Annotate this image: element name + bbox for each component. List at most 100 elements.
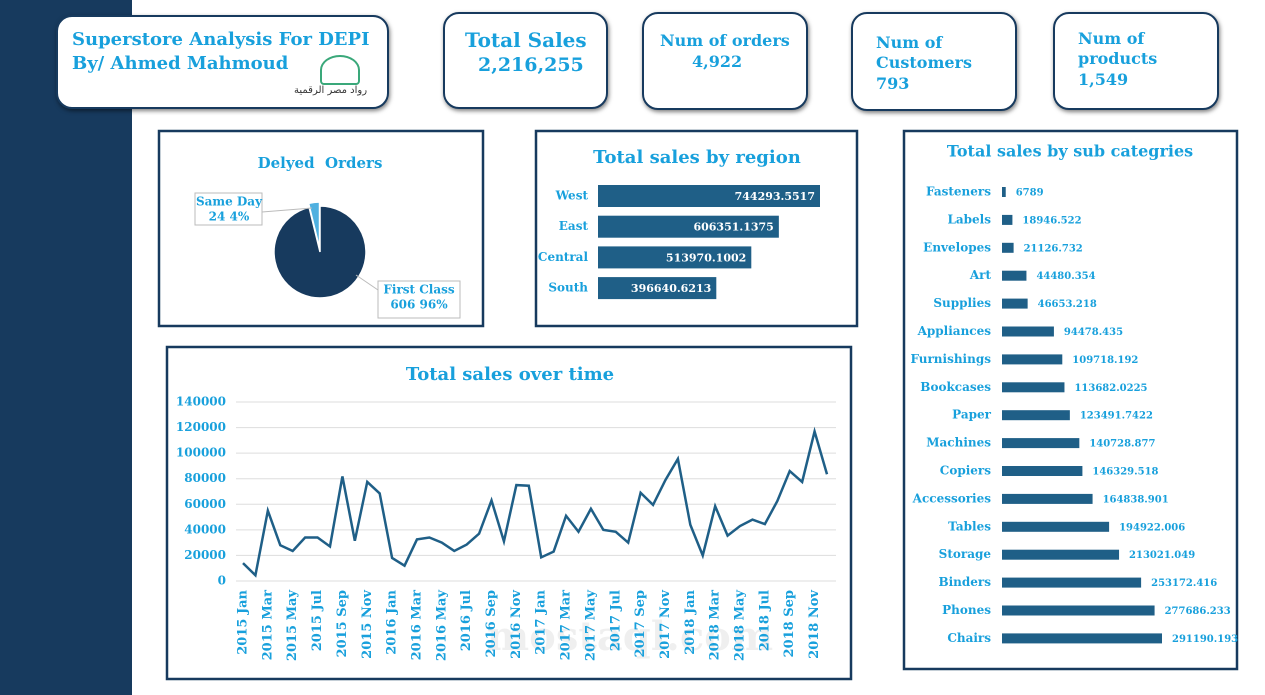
value-label: 744293.5517	[735, 190, 815, 203]
bar	[1002, 298, 1028, 309]
category-label: Labels	[947, 212, 991, 226]
x-tick-label: 2018 Nov	[807, 590, 822, 659]
x-tick-label: 2017 Jul	[608, 590, 623, 651]
x-tick-label: 2017 Jan	[534, 589, 549, 654]
category-label: East	[559, 219, 589, 233]
x-tick-label: 2017 Nov	[658, 590, 673, 659]
chart-title: Total sales by sub categries	[947, 142, 1193, 161]
x-tick-label: 2016 Mar	[409, 590, 424, 661]
y-tick-label: 20000	[184, 548, 226, 562]
x-tick-label: 2016 Jul	[459, 590, 474, 651]
value-label: 164838.901	[1103, 494, 1169, 505]
value-label: 146329.518	[1092, 467, 1158, 478]
category-label: Envelopes	[923, 240, 991, 254]
bar	[1002, 521, 1110, 532]
category-label: Paper	[952, 408, 992, 422]
category-label: Copiers	[940, 464, 991, 478]
bar	[1002, 382, 1065, 393]
x-tick-label: 2015 May	[285, 590, 300, 662]
watermark: mostaql.com	[487, 613, 773, 660]
line-series	[242, 426, 829, 578]
bar	[1002, 214, 1013, 225]
x-tick-label: 2015 Sep	[335, 590, 350, 657]
category-label: Appliances	[917, 324, 992, 338]
value-label: 94478.435	[1064, 327, 1123, 338]
value-label: 109718.192	[1072, 355, 1138, 366]
value-label: 396640.6213	[631, 282, 711, 295]
sidebar	[0, 0, 132, 695]
kpi-card: Num of orders 4,922	[642, 12, 808, 110]
category-label: Chairs	[947, 631, 991, 645]
pie-value-label: 606 96%	[390, 298, 448, 312]
bar	[598, 277, 717, 300]
kpi-card: Num of Customers 793	[851, 12, 1017, 111]
bar	[1002, 410, 1070, 421]
kpi-card: Num of products 1,549	[1053, 12, 1219, 110]
leader-line	[261, 207, 313, 213]
pie-category-label: Same Day	[196, 195, 263, 209]
logo-icon	[320, 55, 360, 85]
y-tick-label: 100000	[176, 446, 226, 460]
kpi-label: Num of orders	[660, 31, 790, 50]
category-label: Tables	[948, 519, 991, 533]
value-label: 18946.522	[1022, 215, 1081, 226]
value-label: 46653.218	[1038, 299, 1097, 310]
leader-line	[355, 274, 379, 291]
kpi-card: Total Sales 2,216,255	[443, 12, 608, 109]
value-label: 291190.193	[1172, 634, 1238, 645]
kpi-value: 4,922	[692, 52, 743, 71]
y-tick-label: 60000	[184, 497, 226, 511]
kpi-value: 1,549	[1078, 70, 1129, 89]
bar	[1002, 493, 1093, 504]
pie-slice	[273, 205, 367, 299]
value-label: 277686.233	[1165, 606, 1231, 617]
bar	[1002, 326, 1054, 337]
x-tick-label: 2018 Jul	[757, 590, 772, 651]
x-tick-label: 2017 Sep	[633, 590, 648, 657]
label-box	[377, 280, 461, 319]
x-tick-label: 2017 May	[583, 590, 598, 662]
category-label: Machines	[926, 436, 991, 450]
x-tick-label: 2018 Jan	[683, 589, 698, 654]
x-tick-label: 2016 Jan	[385, 589, 400, 654]
category-label: Phones	[942, 603, 991, 617]
value-label: 513970.1002	[666, 251, 746, 264]
x-tick-label: 2015 Jul	[310, 590, 325, 651]
bar	[598, 215, 779, 238]
value-label: 6789	[1016, 188, 1044, 199]
bar	[1002, 605, 1155, 616]
chart-title: Delyed Orders	[258, 154, 383, 172]
x-tick-label: 2015 Jan	[236, 589, 251, 654]
bar	[1002, 549, 1120, 560]
x-tick-label: 2015 Mar	[260, 590, 275, 661]
y-tick-label: 0	[218, 574, 226, 588]
category-label: West	[555, 189, 589, 203]
y-tick-label: 120000	[176, 420, 226, 434]
kpi-label: Num of products	[1078, 29, 1158, 68]
bar	[1002, 438, 1080, 449]
y-tick-label: 140000	[176, 395, 226, 409]
kpi-label: Num of Customers	[876, 33, 972, 72]
chart-title: Total sales over time	[406, 364, 614, 385]
bar	[1002, 354, 1063, 365]
category-label: Bookcases	[920, 380, 991, 394]
label-box	[194, 192, 263, 226]
bar	[598, 246, 752, 269]
value-label: 194922.006	[1119, 522, 1185, 533]
x-tick-label: 2018 Mar	[708, 590, 723, 661]
bar	[1002, 242, 1014, 253]
category-label: South	[548, 281, 588, 295]
category-label: Fasteners	[926, 185, 991, 199]
kpi-value: 2,216,255	[478, 54, 584, 76]
category-label: Storage	[939, 547, 992, 561]
category-label: Supplies	[933, 296, 991, 310]
subtitle: By/ Ahmed Mahmoud	[72, 53, 289, 74]
category-label: Accessories	[912, 491, 992, 505]
kpi-value: 793	[876, 74, 910, 93]
category-label: Furnishings	[910, 352, 991, 366]
category-label: Central	[538, 250, 589, 264]
value-label: 123491.7422	[1080, 411, 1153, 422]
pie-category-label: First Class	[383, 283, 455, 297]
